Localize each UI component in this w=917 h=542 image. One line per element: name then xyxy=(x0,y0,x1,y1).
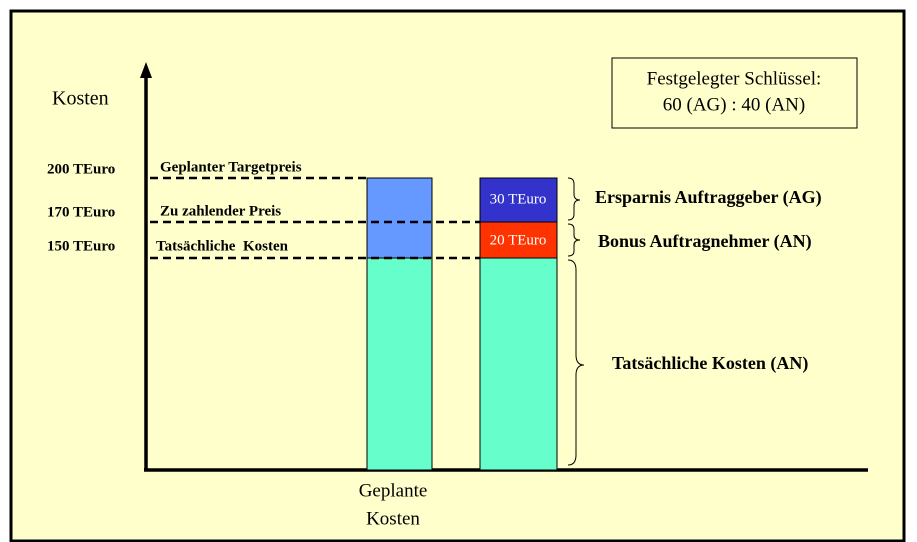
level-label: Zu zahlender Preis xyxy=(160,203,281,219)
y-axis-label: Kosten xyxy=(52,88,109,110)
bar-segment xyxy=(479,177,558,223)
brace-label: Bonus Auftragnehmer (AN) xyxy=(598,231,812,252)
brace-label: Tatsächliche Kosten (AN) xyxy=(612,353,808,374)
segment-label: 20 TEuro xyxy=(490,232,547,248)
level-amount: 200 TEuro xyxy=(47,161,115,177)
brace-label: Ersparnis Auftraggeber (AG) xyxy=(595,187,822,208)
segment-label: 30 TEuro xyxy=(490,191,547,207)
level-amount: 150 TEuro xyxy=(47,238,115,254)
brace xyxy=(567,223,581,257)
brace xyxy=(567,259,585,466)
level-label: Geplanter Targetpreis xyxy=(160,159,302,175)
key-box xyxy=(611,57,858,129)
bar-label: Kosten xyxy=(366,508,420,529)
key-line: Festgelegter Schlüssel: xyxy=(647,68,822,89)
bar-segment xyxy=(479,221,558,259)
axis-arrow xyxy=(140,62,152,78)
bar-segment xyxy=(366,257,433,471)
bar-segment xyxy=(366,177,433,259)
bar-label: Geplante xyxy=(359,480,428,501)
brace xyxy=(567,177,581,221)
level-label: Tatsächliche Kosten xyxy=(156,238,289,254)
bar-segment xyxy=(479,257,558,471)
key-line: 60 (AG) : 40 (AN) xyxy=(663,94,805,115)
level-amount: 170 TEuro xyxy=(47,204,115,220)
